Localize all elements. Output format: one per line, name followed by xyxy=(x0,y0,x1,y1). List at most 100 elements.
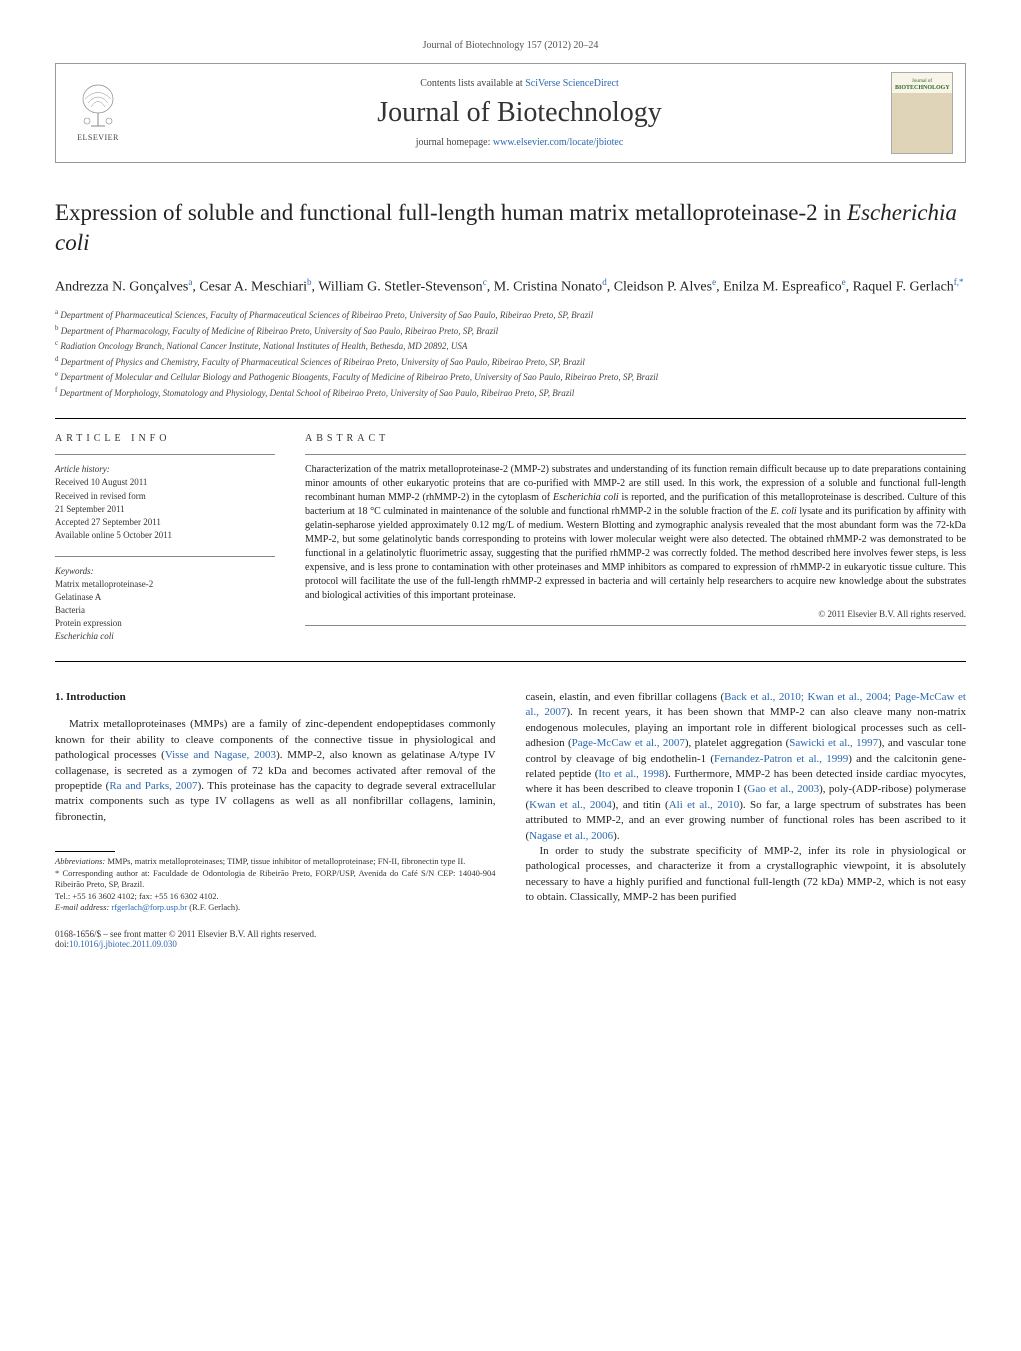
citation-link[interactable]: Gao et al., 2003 xyxy=(747,783,819,795)
author-sup: a xyxy=(188,277,192,287)
author: Andrezza N. Gonçalves xyxy=(55,279,188,294)
author-sup: e xyxy=(842,277,846,287)
corr-label: Corresponding author at: xyxy=(59,868,153,878)
header-center: Contents lists available at SciVerse Sci… xyxy=(148,78,891,148)
aff-text: Department of Pharmaceutical Sciences, F… xyxy=(60,310,593,320)
author: Raquel F. Gerlach xyxy=(853,279,954,294)
aff-text: Department of Molecular and Cellular Bio… xyxy=(60,372,658,382)
abbrev-label: Abbreviations: xyxy=(55,856,105,866)
section-number: 1. xyxy=(55,691,63,703)
authors: Andrezza N. Gonçalvesa, Cesar A. Meschia… xyxy=(55,276,966,298)
keyword: Gelatinase A xyxy=(55,591,275,604)
body-para: casein, elastin, and even fibrillar coll… xyxy=(526,690,967,844)
elsevier-logo: ELSEVIER xyxy=(68,81,128,146)
body-text: ), and titin ( xyxy=(612,799,669,811)
author-sup: d xyxy=(602,277,607,287)
citation-link[interactable]: Ra and Parks, 2007 xyxy=(109,780,197,792)
affiliation: a Department of Pharmaceutical Sciences,… xyxy=(55,307,966,323)
citation-link[interactable]: Ito et al., 1998 xyxy=(598,768,664,780)
sciencedirect-link[interactable]: SciVerse ScienceDirect xyxy=(525,78,619,89)
keyword: Protein expression xyxy=(55,617,275,630)
keywords-label: Keywords: xyxy=(55,565,275,578)
footer-left: 0168-1656/$ – see front matter © 2011 El… xyxy=(55,929,316,949)
author: M. Cristina Nonato xyxy=(494,279,603,294)
doi-link[interactable]: 10.1016/j.jbiotec.2011.09.030 xyxy=(69,939,177,949)
affiliation: d Department of Physics and Chemistry, F… xyxy=(55,354,966,370)
header-box: ELSEVIER Contents lists available at Sci… xyxy=(55,63,966,163)
citation-link[interactable]: Sawicki et al., 1997 xyxy=(789,737,878,749)
body-para: Matrix metalloproteinases (MMPs) are a f… xyxy=(55,717,496,825)
body-text: casein, elastin, and even fibrillar coll… xyxy=(526,691,725,703)
history-line: 21 September 2011 xyxy=(55,503,275,516)
body-text: ), platelet aggregation ( xyxy=(685,737,789,749)
affiliation: b Department of Pharmacology, Faculty of… xyxy=(55,323,966,339)
author-sup: b xyxy=(307,277,312,287)
corr-tel: Tel.: +55 16 3602 4102; fax: +55 16 6302… xyxy=(55,891,496,902)
footer: 0168-1656/$ – see front matter © 2011 El… xyxy=(55,929,966,949)
doi-line: doi:10.1016/j.jbiotec.2011.09.030 xyxy=(55,939,316,949)
aff-sup: f xyxy=(55,386,57,394)
citation-link[interactable]: Ali et al., 2010 xyxy=(669,799,740,811)
keywords: Keywords: Matrix metalloproteinase-2 Gel… xyxy=(55,565,275,643)
corresponding-author: * Corresponding author at: Faculdade de … xyxy=(55,868,496,891)
footnote-divider xyxy=(55,851,115,852)
homepage-link[interactable]: www.elsevier.com/locate/jbiotec xyxy=(493,137,623,148)
email-label: E-mail address: xyxy=(55,902,109,912)
cover-label: Journal of xyxy=(895,79,949,84)
body-text: ). xyxy=(613,830,619,842)
history-line: Received in revised form xyxy=(55,490,275,503)
homepage-line: journal homepage: www.elsevier.com/locat… xyxy=(148,137,891,148)
citation-link[interactable]: Kwan et al., 2004 xyxy=(529,799,612,811)
history-label: Article history: xyxy=(55,463,275,476)
citation-link[interactable]: Nagase et al., 2006 xyxy=(529,830,613,842)
aff-text: Department of Pharmacology, Faculty of M… xyxy=(61,326,498,336)
citation-link[interactable]: Fernandez-Patron et al., 1999 xyxy=(714,753,848,765)
body-columns: 1. Introduction Matrix metalloproteinase… xyxy=(55,690,966,913)
section-heading: 1. Introduction xyxy=(55,690,496,705)
body-para: In order to study the substrate specific… xyxy=(526,844,967,906)
aff-text: Department of Physics and Chemistry, Fac… xyxy=(61,357,585,367)
footnotes: Abbreviations: MMPs, matrix metalloprote… xyxy=(55,845,496,913)
article-title: Expression of soluble and functional ful… xyxy=(55,198,966,258)
citation-link[interactable]: Page-McCaw et al., 2007 xyxy=(572,737,685,749)
divider xyxy=(55,454,275,455)
history-line: Accepted 27 September 2011 xyxy=(55,516,275,529)
history-line: Received 10 August 2011 xyxy=(55,476,275,489)
body-text: In order to study the substrate specific… xyxy=(526,845,967,903)
abs-i1: Escherichia coli xyxy=(553,492,619,503)
divider xyxy=(305,625,966,626)
abs-i2: E. coli xyxy=(770,506,796,517)
journal-name: Journal of Biotechnology xyxy=(148,97,891,129)
section-title: Introduction xyxy=(66,691,126,703)
keyword: Matrix metalloproteinase-2 xyxy=(55,578,275,591)
aff-sup: b xyxy=(55,324,59,332)
abstract: abstract Characterization of the matrix … xyxy=(305,419,966,643)
left-column: 1. Introduction Matrix metalloproteinase… xyxy=(55,690,496,913)
author-sup: f,* xyxy=(954,277,964,287)
author: William G. Stetler-Stevenson xyxy=(318,279,482,294)
affiliation: c Radiation Oncology Branch, National Ca… xyxy=(55,338,966,354)
contents-line: Contents lists available at SciVerse Sci… xyxy=(148,78,891,89)
abstract-copyright: © 2011 Elsevier B.V. All rights reserved… xyxy=(305,609,966,619)
email-suffix: (R.F. Gerlach). xyxy=(187,902,240,912)
abbrev-text: MMPs, matrix metalloproteinases; TIMP, t… xyxy=(105,856,465,866)
elsevier-tree-icon xyxy=(73,81,123,131)
divider xyxy=(55,661,966,662)
aff-sup: d xyxy=(55,355,59,363)
aff-sup: e xyxy=(55,370,58,378)
article-history: Article history: Received 10 August 2011… xyxy=(55,463,275,541)
email-link[interactable]: rfgerlach@forp.usp.br xyxy=(111,902,187,912)
aff-text: Radiation Oncology Branch, National Canc… xyxy=(60,341,467,351)
keyword: Bacteria xyxy=(55,604,275,617)
citation-link[interactable]: Visse and Nagase, 2003 xyxy=(165,749,276,761)
aff-sup: a xyxy=(55,308,58,316)
publisher-name: ELSEVIER xyxy=(77,133,119,142)
abstract-text: Characterization of the matrix metallopr… xyxy=(305,463,966,603)
author: Enilza M. Espreafico xyxy=(723,279,842,294)
author-sup: c xyxy=(483,277,487,287)
abbreviations: Abbreviations: MMPs, matrix metalloprote… xyxy=(55,856,496,867)
journal-cover: Journal of BIOTECHNOLOGY xyxy=(891,72,953,154)
affiliations: a Department of Pharmaceutical Sciences,… xyxy=(55,307,966,400)
corr-email-line: E-mail address: rfgerlach@forp.usp.br (R… xyxy=(55,902,496,913)
author: Cleidson P. Alves xyxy=(614,279,712,294)
